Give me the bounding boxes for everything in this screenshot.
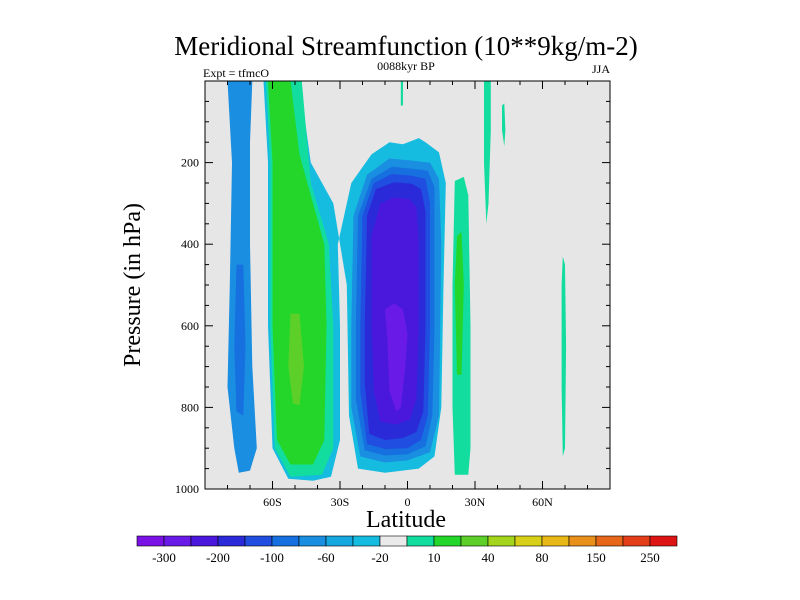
colorbar-label: -200 — [206, 550, 230, 565]
contour-region-sh-ferrel-yellowgreen — [288, 313, 304, 406]
y-tick-label: 800 — [181, 400, 199, 414]
colorbar-swatch — [541, 535, 570, 547]
colorbar-label: 250 — [640, 550, 660, 565]
x-axis-label: Latitude — [366, 507, 446, 533]
plot-area: 60S 30S 0 30N 60N 200 400 600 800 1000 — [175, 80, 611, 509]
x-tick-label: 0 — [405, 495, 411, 509]
y-tick-label: 1000 — [175, 482, 199, 496]
chart-title: Meridional Streamfunction (10**9kg/m-2) — [174, 31, 637, 61]
colorbar-swatch — [514, 535, 543, 547]
colorbar-swatch — [649, 535, 678, 547]
colorbar-label: 150 — [586, 550, 606, 565]
contour-region-hadley-core — [385, 303, 408, 412]
colorbar: -300 -200 -100 -60 -20 10 40 80 150 250 — [136, 535, 678, 565]
y-axis-label: Pressure (in hPa) — [120, 203, 146, 367]
colorbar-label: 40 — [482, 550, 495, 565]
colorbar-swatch — [406, 535, 435, 547]
colorbar-swatch — [352, 535, 381, 547]
axis-ticks: 60S 30S 0 30N 60N 200 400 600 800 1000 — [175, 81, 611, 509]
contour-region-sh-polar-core — [234, 264, 246, 416]
x-tick-label: 60S — [263, 495, 282, 509]
contour-region-nh-small-blob — [502, 103, 506, 147]
y-tick-label: 200 — [181, 156, 199, 170]
contour-region-tropics-top-strip — [400, 81, 403, 106]
colorbar-swatch — [460, 535, 489, 547]
colorbar-swatch — [136, 535, 165, 547]
colorbar-swatch — [190, 535, 219, 547]
x-tick-label: 60N — [532, 495, 553, 509]
colorbar-label: -20 — [371, 550, 388, 565]
colorbar-swatch — [568, 535, 597, 547]
x-tick-label: 30N — [465, 495, 486, 509]
colorbar-label: -300 — [152, 550, 176, 565]
colorbar-label: 10 — [428, 550, 441, 565]
chart-subtitle: 0088kyr BP — [377, 59, 435, 73]
contour-region-nh-top-strip — [484, 81, 491, 224]
colorbar-swatch — [217, 535, 246, 547]
colorbar-label: -60 — [317, 550, 334, 565]
colorbar-swatch — [325, 535, 354, 547]
contour-region-nh-green-core — [454, 232, 464, 375]
y-tick-label: 600 — [181, 319, 199, 333]
experiment-label: Expt = tfmcO — [203, 66, 269, 80]
colorbar-swatch — [163, 535, 192, 547]
colorbar-swatch — [433, 535, 462, 547]
contour-regions — [227, 81, 567, 481]
y-tick-label: 400 — [181, 237, 199, 251]
colorbar-label: 80 — [536, 550, 549, 565]
colorbar-swatch — [298, 535, 327, 547]
colorbar-swatch — [622, 535, 651, 547]
x-tick-label: 30S — [331, 495, 350, 509]
colorbar-swatch — [271, 535, 300, 547]
contour-region-sh-ferrel-green — [268, 81, 327, 465]
colorbar-swatch — [487, 535, 516, 547]
colorbar-label: -100 — [260, 550, 284, 565]
colorbar-swatch — [379, 535, 408, 547]
season-label: JJA — [592, 62, 610, 76]
colorbar-swatch — [244, 535, 273, 547]
colorbar-swatch — [595, 535, 624, 547]
contour-region-nh-60n-strip — [561, 256, 567, 457]
